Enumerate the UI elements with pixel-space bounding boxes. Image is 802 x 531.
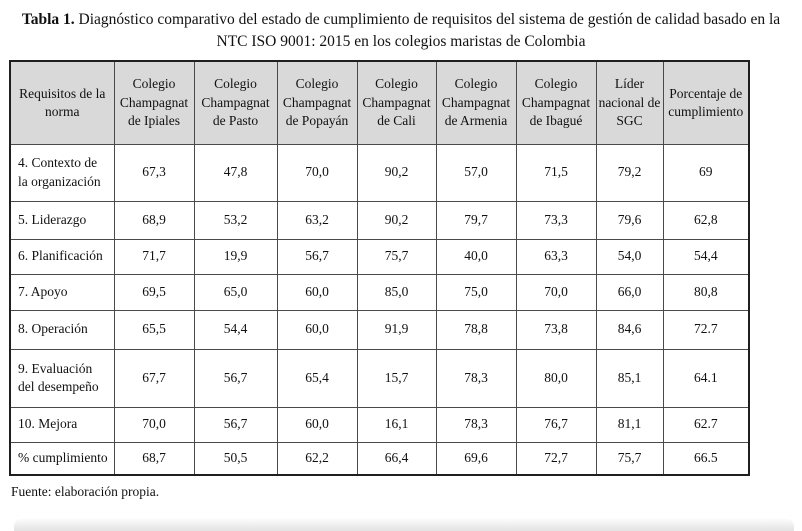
value-cell: 72,7	[515, 441, 597, 476]
value-cell: 68,7	[113, 441, 195, 476]
value-cell: 19,9	[193, 238, 278, 275]
value-cell: 65,5	[113, 309, 195, 350]
value-cell: 78,3	[435, 348, 517, 408]
value-cell: 79,2	[595, 143, 664, 202]
value-cell: 91,9	[356, 309, 437, 350]
row-label: 10. Mejora	[9, 406, 115, 443]
value-cell: 54,4	[193, 309, 278, 350]
value-cell: 56,7	[193, 348, 278, 408]
column-header: Porcentaje de cumplimiento	[662, 60, 750, 145]
value-cell: 50,5	[193, 441, 278, 476]
column-header: Colegio Champagnat de Cali	[356, 60, 437, 145]
value-cell: 47,8	[193, 143, 278, 202]
row-label: % cumplimiento	[9, 441, 115, 476]
column-header: Colegio Champagnat de Armenia	[435, 60, 517, 145]
comparison-table: Requisitos de la norma Colegio Champagnat…	[9, 60, 750, 476]
value-cell: 80,8	[662, 273, 750, 311]
column-header: Colegio Champagnat de Pasto	[193, 60, 278, 145]
table-row: 5. Liderazgo 68,9 53,2 63,2 90,2 79,7 73,3 79,6…	[9, 200, 750, 240]
value-cell: 75,7	[595, 441, 664, 476]
value-cell: 75,0	[435, 273, 517, 311]
column-header: Requisitos de la norma	[9, 60, 115, 145]
row-label: 7. Apoyo	[9, 273, 115, 311]
value-cell: 79,7	[435, 200, 517, 240]
value-cell: 57,0	[435, 143, 517, 202]
value-cell: 67,7	[113, 348, 195, 408]
value-cell: 90,2	[356, 200, 437, 240]
value-cell: 67,3	[113, 143, 195, 202]
value-cell: 60,0	[276, 273, 358, 311]
value-cell: 71,5	[515, 143, 597, 202]
value-cell: 84,6	[595, 309, 664, 350]
value-cell: 65,4	[276, 348, 358, 408]
value-cell: 85,1	[595, 348, 664, 408]
value-cell: 70,0	[515, 273, 597, 311]
table-row: 6. Planificación 71,7 19,9 56,7 75,7 40,0 63,3…	[9, 238, 750, 275]
table-caption-text: Diagnóstico comparativo del estado de cu…	[74, 11, 781, 50]
table-row: 4. Contexto de la organización 67,3 47,8 70…	[9, 143, 750, 202]
table-header: Requisitos de la norma Colegio Champagnat…	[9, 60, 750, 145]
table-row: 7. Apoyo 69,5 65,0 60,0 85,0 75,0 70,0 66,0 80,8	[9, 273, 750, 311]
value-cell: 75,7	[356, 238, 437, 275]
value-cell: 66,4	[356, 441, 437, 476]
table-row: 8. Operación 65,5 54,4 60,0 91,9 78,8 73,8 84,6…	[9, 309, 750, 350]
table-body: 4. Contexto de la organización 67,3 47,8 70…	[9, 143, 750, 476]
column-header: Colegio Champagnat de Popayán	[276, 60, 358, 145]
row-label: 9. Evaluación del desempeño	[9, 348, 115, 408]
value-cell: 62,8	[662, 200, 750, 240]
value-cell: 60,0	[276, 309, 358, 350]
value-cell: 78,3	[435, 406, 517, 443]
row-label: 6. Planificación	[9, 238, 115, 275]
value-cell: 16,1	[356, 406, 437, 443]
value-cell: 81,1	[595, 406, 664, 443]
column-header: Colegio Champagnat de Ipiales	[113, 60, 195, 145]
value-cell: 56,7	[193, 406, 278, 443]
value-cell: 70,0	[113, 406, 195, 443]
value-cell: 79,6	[595, 200, 664, 240]
table-caption: Tabla 1. Diagnóstico comparativo del est…	[9, 9, 793, 53]
value-cell: 76,7	[515, 406, 597, 443]
value-cell: 66.5	[662, 441, 750, 476]
column-header: Líder nacional de SGC	[595, 60, 664, 145]
column-header: Colegio Champagnat de Ibagué	[515, 60, 597, 145]
header-row: Requisitos de la norma Colegio Champagnat…	[9, 60, 750, 145]
table-row: % cumplimiento 68,7 50,5 62,2 66,4 69,6 72,7 75…	[9, 441, 750, 476]
page-edge-bar	[14, 519, 794, 531]
value-cell: 54,0	[595, 238, 664, 275]
value-cell: 80,0	[515, 348, 597, 408]
table-caption-number: Tabla 1.	[21, 11, 75, 28]
value-cell: 73,8	[515, 309, 597, 350]
value-cell: 90,2	[356, 143, 437, 202]
value-cell: 69,6	[435, 441, 517, 476]
value-cell: 66,0	[595, 273, 664, 311]
value-cell: 54,4	[662, 238, 750, 275]
value-cell: 56,7	[276, 238, 358, 275]
value-cell: 71,7	[113, 238, 195, 275]
row-label: 4. Contexto de la organización	[9, 143, 115, 202]
value-cell: 72.7	[662, 309, 750, 350]
value-cell: 70,0	[276, 143, 358, 202]
value-cell: 62.7	[662, 406, 750, 443]
value-cell: 69,5	[113, 273, 195, 311]
source-note: Fuente: elaboración propia.	[11, 484, 160, 499]
value-cell: 53,2	[193, 200, 278, 240]
value-cell: 78,8	[435, 309, 517, 350]
value-cell: 62,2	[276, 441, 358, 476]
value-cell: 63,3	[515, 238, 597, 275]
table-row: 10. Mejora 70,0 56,7 60,0 16,1 78,3 76,7 81,1 62…	[9, 406, 750, 443]
value-cell: 69	[662, 143, 750, 202]
value-cell: 64.1	[662, 348, 750, 408]
value-cell: 15,7	[356, 348, 437, 408]
value-cell: 68,9	[113, 200, 195, 240]
value-cell: 60,0	[276, 406, 358, 443]
value-cell: 63,2	[276, 200, 358, 240]
row-label: 5. Liderazgo	[9, 200, 115, 240]
value-cell: 73,3	[515, 200, 597, 240]
row-label: 8. Operación	[9, 309, 115, 350]
value-cell: 85,0	[356, 273, 437, 311]
value-cell: 65,0	[193, 273, 278, 311]
value-cell: 40,0	[435, 238, 517, 275]
table-row: 9. Evaluación del desempeño 67,7 56,7 65,4 1…	[9, 348, 750, 408]
